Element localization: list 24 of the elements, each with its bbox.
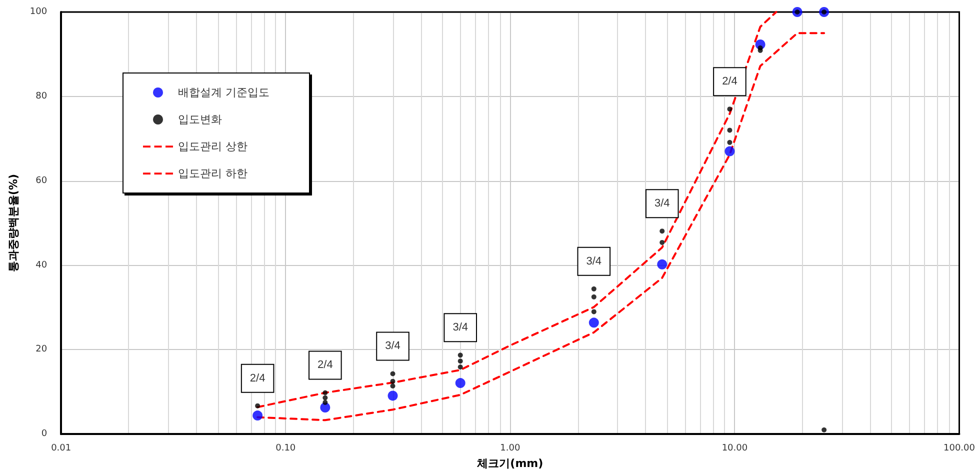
legend-label: 입도관리 하한 — [178, 167, 248, 180]
y-tick-label: 60 — [36, 176, 48, 186]
y-axis-title: 통과중량백분율(%) — [7, 174, 20, 272]
x-tick-label: 1.00 — [500, 444, 520, 454]
legend-label: 배합설계 기준입도 — [178, 86, 270, 99]
y-tick-label: 80 — [36, 91, 48, 102]
annotation: 2/4 — [318, 359, 333, 372]
x-tick-label: 10.00 — [722, 444, 748, 454]
annotation: 2/4 — [722, 76, 738, 88]
y-tick-label: 40 — [36, 260, 48, 270]
y-tick-label: 0 — [41, 429, 48, 440]
x-axis-title: 체크기(mm) — [476, 457, 544, 470]
annotation: 2/4 — [250, 372, 266, 384]
y-tick-label: 100 — [30, 7, 48, 17]
legend-label: 입도변화 — [178, 113, 222, 126]
annotation: 3/4 — [654, 198, 670, 210]
y-tick-label: 20 — [36, 344, 48, 355]
legend-label: 입도관리 상한 — [178, 140, 248, 153]
annotation: 3/4 — [452, 322, 468, 334]
annotation: 3/4 — [385, 340, 400, 352]
x-tick-label: 0.10 — [276, 444, 296, 454]
annotation: 3/4 — [586, 255, 602, 268]
x-tick-label: 100.00 — [944, 444, 976, 454]
x-tick-label: 0.01 — [51, 444, 72, 454]
